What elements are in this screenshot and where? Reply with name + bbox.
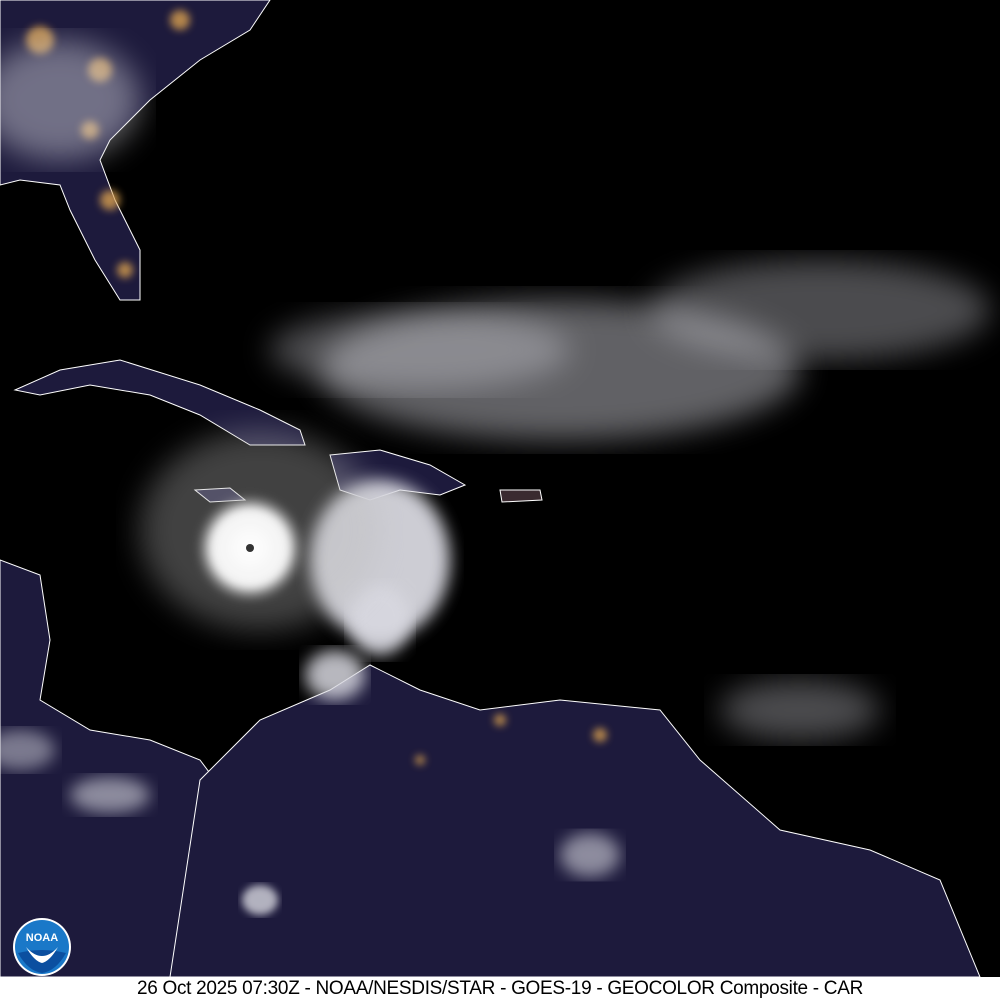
cloud-cover <box>0 40 990 915</box>
svg-text:NOAA: NOAA <box>26 932 58 944</box>
hurricane <box>140 430 380 630</box>
image-caption: 26 Oct 2025 07:30Z - NOAA/NESDIS/STAR - … <box>0 977 1000 1000</box>
central-america <box>0 559 231 977</box>
hurricane-eye <box>246 544 254 552</box>
satellite-imagery <box>0 0 990 977</box>
puerto-rico <box>499 489 543 503</box>
noaa-logo: NOAA <box>13 918 71 976</box>
